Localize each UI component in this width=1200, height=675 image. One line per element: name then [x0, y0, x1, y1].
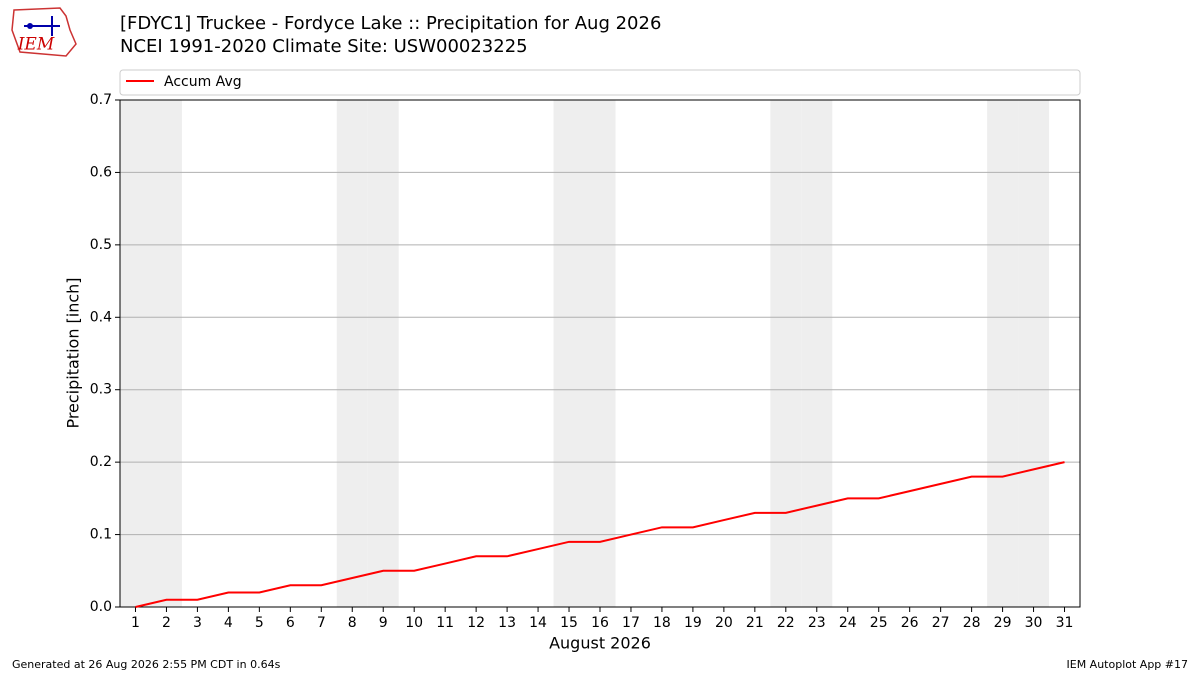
weekend-band: [770, 100, 802, 607]
x-tick-label: 7: [317, 615, 326, 631]
x-tick-label: 28: [963, 615, 981, 631]
x-tick-label: 11: [436, 615, 454, 631]
logo-text: IEM: [17, 35, 55, 55]
plot-frame: [119, 99, 1081, 608]
y-tick-label: 0.2: [90, 454, 112, 470]
x-tick-label: 13: [498, 615, 516, 631]
x-tick-label: 23: [808, 615, 826, 631]
x-tick-label: 14: [529, 615, 547, 631]
y-tick-label: 0.0: [90, 599, 112, 615]
weekend-band: [801, 100, 833, 607]
weekend-band: [367, 100, 399, 607]
x-tick-label: 17: [622, 615, 640, 631]
x-tick-label: 6: [286, 615, 295, 631]
x-tick-label: 21: [746, 615, 764, 631]
chart-subtitle: NCEI 1991-2020 Climate Site: USW00023225: [120, 36, 528, 57]
weekend-band: [987, 100, 1019, 607]
y-tick-label: 0.3: [90, 382, 112, 398]
x-tick-label: 2: [162, 615, 171, 631]
weekend-band: [120, 100, 151, 607]
x-tick-label: 31: [1056, 615, 1074, 631]
legend-box: [119, 69, 1081, 96]
x-tick-label: 12: [467, 615, 485, 631]
x-tick-label: 1: [131, 615, 140, 631]
x-tick-label: 25: [870, 615, 888, 631]
weekend-band: [553, 100, 585, 607]
y-tick-label: 0.6: [90, 164, 112, 180]
x-tick-label: 4: [224, 615, 233, 631]
x-tick-label: 15: [560, 615, 578, 631]
y-axis-label: Precipitation [inch]: [64, 277, 83, 428]
x-axis-label: August 2026: [549, 634, 651, 653]
chart-title: [FDYC1] Truckee - Fordyce Lake :: Precip…: [120, 13, 661, 34]
legend-label: Accum Avg: [164, 74, 242, 90]
x-tick-label: 24: [839, 615, 857, 631]
y-tick-label: 0.4: [90, 309, 112, 325]
logo: IEM: [11, 7, 77, 57]
weekend-band: [336, 100, 368, 607]
x-tick-label: 22: [777, 615, 795, 631]
x-tick-label: 9: [379, 615, 388, 631]
y-tick-label: 0.1: [90, 527, 112, 543]
x-tick-label: 8: [348, 615, 357, 631]
x-tick-label: 20: [715, 615, 733, 631]
x-tick-label: 27: [932, 615, 950, 631]
footer-right: IEM Autoplot App #17: [1067, 658, 1189, 671]
y-tick-label: 0.7: [90, 92, 112, 108]
x-tick-label: 16: [591, 615, 609, 631]
x-tick-label: 30: [1025, 615, 1043, 631]
x-tick-label: 10: [405, 615, 423, 631]
weekend-band: [1018, 100, 1050, 607]
weekend-band: [150, 100, 182, 607]
x-tick-label: 26: [901, 615, 919, 631]
x-tick-label: 5: [255, 615, 264, 631]
weekend-band: [584, 100, 616, 607]
y-tick-label: 0.5: [90, 237, 112, 253]
data-line: [135, 461, 1065, 608]
footer-left: Generated at 26 Aug 2026 2:55 PM CDT in …: [12, 658, 281, 671]
x-tick-label: 3: [193, 615, 202, 631]
x-tick-label: 18: [653, 615, 671, 631]
x-tick-label: 29: [994, 615, 1012, 631]
x-tick-label: 19: [684, 615, 702, 631]
